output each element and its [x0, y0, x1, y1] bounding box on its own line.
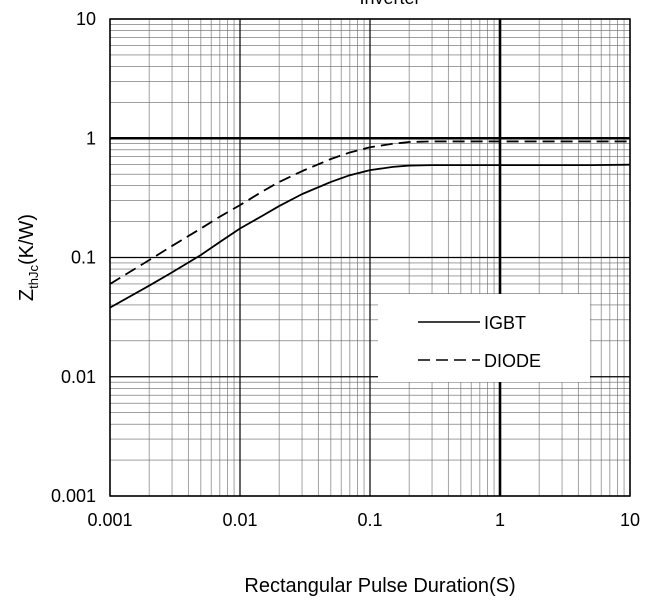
legend-label-igbt: IGBT: [484, 313, 526, 333]
x-axis-label: Rectangular Pulse Duration(S): [244, 575, 515, 597]
chart-title: Inverter: [359, 0, 420, 8]
series-layer: [109, 140, 631, 309]
y-axis-label: ZthJc(K/W): [16, 214, 41, 301]
y-tick-labels: 0.001 0.01 0.1 1 10: [51, 9, 96, 506]
y-axis-label-sub: thJc: [26, 265, 41, 289]
y-tick-label: 1: [86, 128, 96, 148]
y-tick-label: 10: [76, 9, 96, 29]
y-axis-label-suffix: (K/W): [16, 214, 38, 265]
series-line-igbt: [109, 163, 631, 309]
x-tick-label: 1: [495, 510, 505, 530]
y-axis-label-main: Z: [16, 289, 38, 301]
x-tick-label: 10: [620, 510, 640, 530]
legend-box: [378, 294, 590, 382]
y-tick-label: 0.01: [61, 367, 96, 387]
y-tick-label: 0.1: [71, 248, 96, 268]
x-tick-label: 0.001: [87, 510, 132, 530]
legend: IGBT DIODE: [378, 294, 590, 382]
x-tick-label: 0.1: [357, 510, 382, 530]
x-tick-labels: 0.001 0.01 0.1 1 10: [87, 510, 640, 530]
series-line-diode: [109, 140, 630, 285]
legend-label-diode: DIODE: [484, 351, 541, 371]
y-tick-label: 0.001: [51, 486, 96, 506]
x-tick-label: 0.01: [222, 510, 257, 530]
plot-frame: [109, 18, 631, 497]
